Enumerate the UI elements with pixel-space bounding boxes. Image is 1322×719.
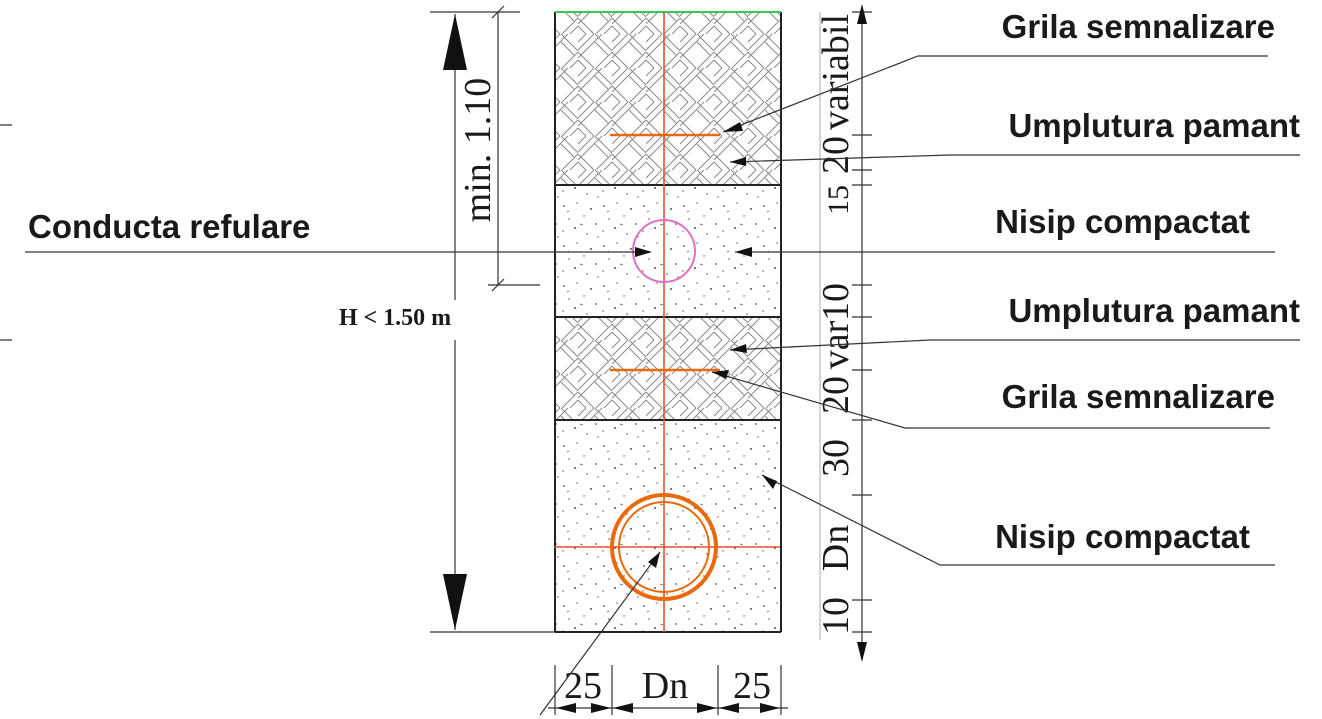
arrow-up-icon [857,4,867,24]
dim-25-left: 25 [564,665,602,707]
label-conducta-refulare: Conducta refulare [28,208,310,245]
dim-variabil: variabil [815,14,857,130]
backfill-layer-top [555,12,781,185]
arrow-up-icon [443,14,467,70]
label-nisip-compactat-top: Nisip compactat [995,203,1250,240]
label-grila-semnalizare-top: Grila semnalizare [1002,8,1275,45]
label-grila-semnalizare-bottom: Grila semnalizare [1002,378,1275,415]
sand-layer-bottom [555,420,781,632]
dim-tick [491,5,505,19]
dim-30: 30 [815,439,857,477]
dim-tick [491,278,505,292]
main-pipe-outer [610,493,718,601]
arrow-down-icon [443,574,467,630]
label-umplutura-pamant-bottom: Umplutura pamant [1008,292,1300,329]
arrow-right-icon [591,703,611,713]
label-nisip-compactat-bottom: Nisip compactat [995,518,1250,555]
dim-dn-right: Dn [815,525,857,571]
dim-10-bottom: 10 [815,597,857,635]
label-umplutura-pamant-top: Umplutura pamant [1008,107,1300,144]
arrow-left-icon [613,703,633,713]
backfill-layer-bottom [555,317,781,420]
dim-15: 15 [822,185,855,215]
leader-lines [0,55,1300,716]
dim-25-right: 25 [733,665,771,707]
leader-arrowheads [635,122,777,568]
main-pipe-inner [618,501,710,593]
dim-10-top: 10 [815,283,857,321]
arrow-down-icon [857,642,867,662]
discharge-pipe-small [632,219,696,283]
arrow-right-icon [760,703,780,713]
dim-20-top: 20 [815,136,857,174]
dim-dn-bottom: Dn [642,665,688,707]
arrow-left-icon [556,703,576,713]
h-depth-label: H < 1.50 m [339,305,451,331]
min-depth-label: min. 1.10 [457,78,499,223]
arrow-left-icon [719,703,739,713]
arrow-right-icon [697,703,717,713]
